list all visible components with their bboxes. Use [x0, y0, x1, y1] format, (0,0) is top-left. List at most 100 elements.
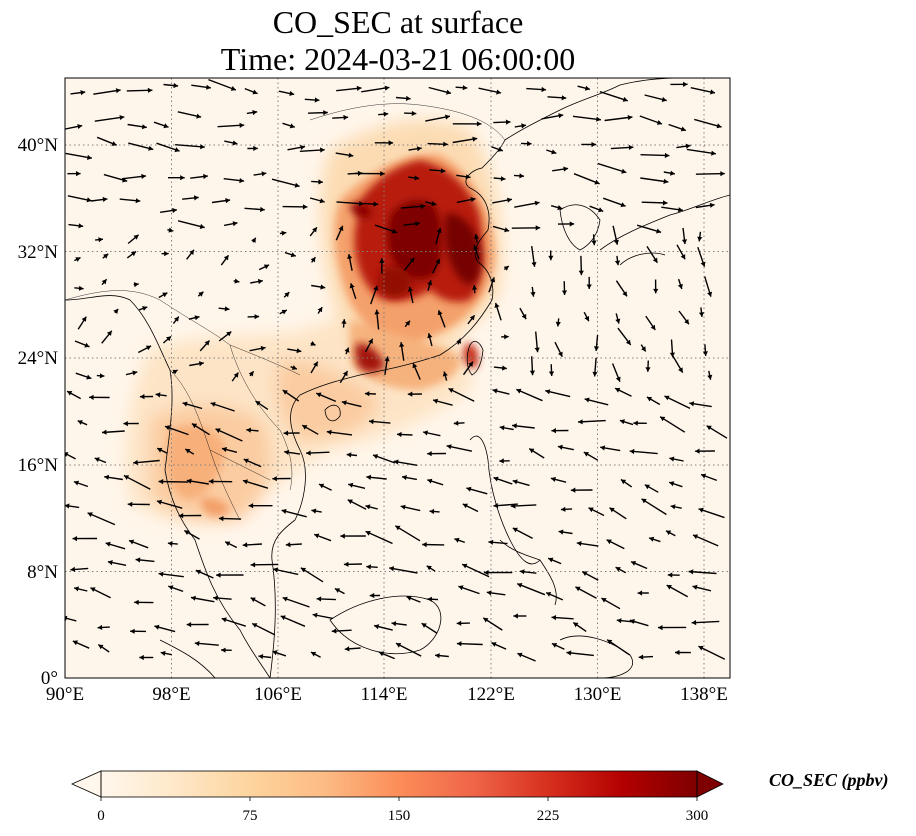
wind-arrow-head	[456, 620, 462, 626]
wind-arrow-head	[405, 320, 410, 326]
wind-arrow-head	[709, 202, 715, 208]
wind-arrow-head	[548, 371, 555, 376]
wind-arrow-head	[369, 419, 374, 425]
wind-arrow-head	[164, 251, 169, 257]
wind-arrow-head	[621, 168, 627, 174]
wind-arrow-head	[473, 234, 479, 239]
wind-arrow-head	[519, 569, 525, 575]
wind-arrow-head	[111, 141, 117, 146]
wind-arrow-head	[139, 654, 144, 661]
wind-arrow-head	[366, 564, 371, 570]
wind-arrow-head	[290, 252, 296, 258]
wind-arrow-head	[499, 458, 504, 464]
wind-arrow-head	[289, 90, 295, 96]
wind-arrow-head	[356, 85, 362, 91]
wind-arrow-head	[393, 459, 399, 465]
wind-arrow-head	[168, 585, 174, 591]
wind-arrow-head	[232, 221, 238, 227]
wind-arrow-head	[157, 447, 163, 453]
wind-arrow-head	[260, 206, 265, 213]
wind-arrow-head	[407, 286, 413, 292]
wind-arrow-shaft	[250, 563, 279, 566]
wind-arrow-head	[644, 484, 650, 490]
wind-arrow-shaft	[208, 78, 237, 91]
wind-arrow-head	[104, 474, 110, 480]
wind-arrow-head	[615, 318, 621, 324]
wind-arrow-head	[105, 541, 111, 547]
wind-arrow-head	[72, 536, 77, 542]
wind-arrow-head	[189, 249, 194, 255]
wind-arrow-head	[310, 341, 316, 346]
wind-arrow-head	[497, 146, 503, 152]
wind-arrow-shaft	[698, 645, 726, 660]
wind-arrow-head	[311, 651, 317, 657]
wind-arrow-head	[281, 309, 287, 315]
wind-arrow-head	[258, 654, 264, 660]
wind-arrow-head	[638, 654, 644, 660]
wind-arrow-head	[378, 651, 385, 657]
wind-arrow-head	[496, 89, 502, 95]
map-frame	[64, 77, 731, 679]
wind-arrow-shaft	[177, 220, 205, 229]
wind-arrow-head	[695, 448, 700, 454]
y-tick-label: 40°N	[18, 135, 59, 156]
wind-arrow-head	[691, 620, 697, 626]
wind-arrow-head	[141, 173, 146, 179]
wind-arrow-head	[484, 570, 489, 576]
wind-arrow-head	[613, 239, 619, 245]
wind-arrow-head	[221, 617, 227, 623]
wind-arrow-head	[319, 198, 325, 204]
wind-arrow-head	[119, 115, 125, 121]
wind-arrow-head	[693, 534, 699, 540]
wind-arrow-head	[541, 86, 547, 93]
wind-arrow-shaft	[695, 172, 725, 175]
wind-arrow-head	[402, 475, 407, 481]
wind-arrow-head	[86, 197, 92, 203]
wind-arrow-head	[222, 447, 227, 453]
wind-arrow-head	[102, 429, 107, 435]
wind-arrow-head	[517, 652, 523, 658]
wind-arrow-head	[662, 200, 668, 206]
wind-arrow-head	[89, 394, 94, 400]
wind-arrow-head	[504, 227, 510, 233]
wind-arrow-head	[529, 448, 535, 454]
wind-arrow-head	[502, 365, 507, 371]
wind-arrow-head	[583, 452, 589, 457]
wind-arrow-head	[101, 279, 107, 285]
wind-arrow-head	[246, 427, 252, 433]
wind-arrow-head	[174, 316, 179, 322]
wind-arrow-head	[123, 421, 128, 427]
wind-arrow-head	[130, 251, 136, 257]
wind-arrow-shaft	[94, 116, 125, 122]
wind-arrow-head	[200, 144, 205, 150]
wind-arrow-head	[103, 253, 109, 259]
wind-arrow-head	[349, 283, 355, 289]
wind-arrow-shaft	[573, 173, 600, 185]
wind-arrow-shaft	[640, 154, 670, 157]
wind-arrow-head	[174, 147, 180, 153]
wind-arrow-head	[65, 503, 70, 509]
wind-arrow-head	[516, 388, 522, 394]
wind-arrow-head	[469, 315, 475, 321]
wind-arrow-head	[341, 400, 347, 406]
wind-arrow-head	[678, 207, 683, 213]
wind-arrow-head	[180, 175, 185, 181]
wind-arrow-head	[127, 501, 133, 507]
wind-arrow-head	[250, 597, 256, 603]
wind-arrow-head	[218, 516, 224, 522]
wind-arrow-head	[615, 387, 621, 393]
wind-arrow-head	[415, 221, 420, 227]
y-tick-label: 8°N	[27, 562, 58, 583]
wind-arrow-head	[661, 96, 667, 102]
wind-arrow-shaft	[461, 563, 490, 578]
wind-arrow-head	[620, 202, 626, 208]
wind-arrow-head	[172, 207, 177, 214]
wind-arrow-head	[75, 257, 81, 262]
wind-arrow-head	[77, 124, 83, 130]
wind-arrow-head	[707, 374, 713, 380]
wind-arrow-shaft	[361, 86, 390, 93]
wind-arrow-head	[684, 319, 689, 325]
wind-arrow-head	[272, 476, 277, 482]
wind-arrow-head	[458, 585, 464, 591]
